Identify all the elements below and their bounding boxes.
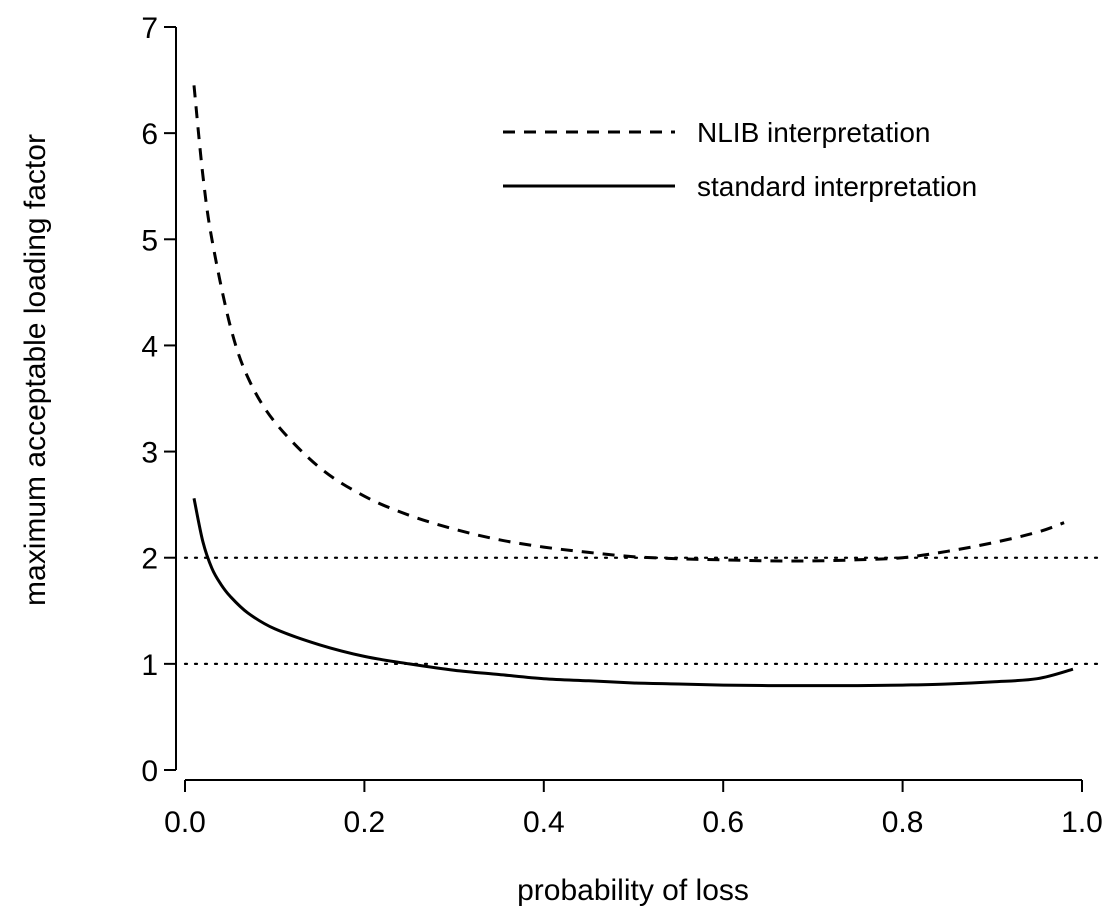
y-tick-label: 4 bbox=[141, 330, 158, 363]
x-tick-label: 0.4 bbox=[523, 806, 565, 839]
y-tick-label: 1 bbox=[141, 649, 158, 682]
series-line-standard bbox=[192, 497, 1074, 688]
x-tick-label: 0.0 bbox=[164, 806, 206, 839]
legend: NLIB interpretation standard interpretati… bbox=[503, 117, 977, 202]
y-tick-label: 6 bbox=[141, 118, 158, 151]
x-tick-label: 0.8 bbox=[882, 806, 924, 839]
legend-label: NLIB interpretation bbox=[697, 117, 930, 148]
axes: 0 1 2 3 4 5 6 7 0.0 0.2 0.4 0.6 0.8 1.0 bbox=[141, 12, 1103, 839]
x-tick-label: 1.0 bbox=[1061, 806, 1103, 839]
y-tick-label: 7 bbox=[141, 12, 158, 45]
y-tick-label: 2 bbox=[141, 543, 158, 576]
y-tick-label: 0 bbox=[141, 755, 158, 788]
legend-label: standard interpretation bbox=[697, 171, 977, 202]
y-tick-label: 3 bbox=[141, 437, 158, 470]
series-lines bbox=[192, 85, 1074, 688]
series-line-nlib bbox=[192, 85, 1065, 563]
y-axis-title: maximum acceptable loading factor bbox=[19, 134, 52, 606]
x-axis-title: probability of loss bbox=[517, 874, 749, 907]
y-tick-label: 5 bbox=[141, 224, 158, 257]
x-tick-label: 0.6 bbox=[702, 806, 744, 839]
x-tick-label: 0.2 bbox=[344, 806, 386, 839]
reference-lines bbox=[183, 556, 1102, 665]
